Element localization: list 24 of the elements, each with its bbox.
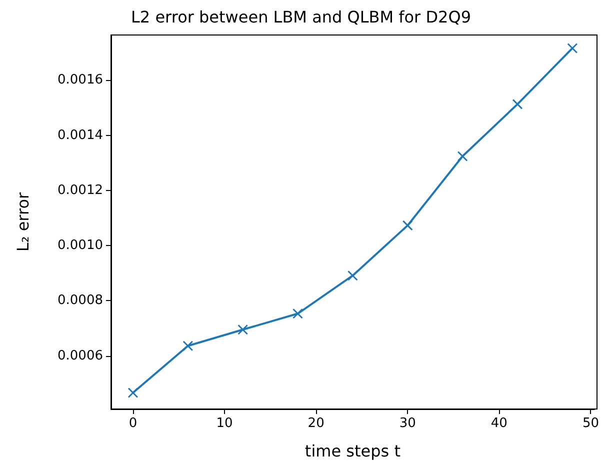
- x-tick-label: 20: [308, 416, 324, 431]
- y-axis-title: L₂ error: [14, 192, 32, 252]
- point: [457, 151, 468, 162]
- point: [567, 42, 578, 54]
- point: [292, 308, 304, 319]
- x-tick-label: 0: [128, 416, 138, 431]
- point: [347, 270, 358, 281]
- x-tick-label: 40: [490, 416, 508, 431]
- y-tick-label: 0.0014: [58, 128, 103, 143]
- point: [402, 220, 413, 231]
- point: [512, 98, 523, 110]
- y-tick-label: 0.0010: [58, 238, 103, 254]
- y-tick-label: 0.0016: [58, 72, 103, 88]
- y-tick-label: 0.0012: [58, 182, 103, 198]
- x-tick-label: 50: [582, 416, 599, 431]
- point: [238, 324, 248, 335]
- chart-title: L2 error between LBM and QLBM for D2Q9: [131, 8, 471, 26]
- point: [128, 387, 138, 398]
- x-axis-title: time steps t: [304, 442, 400, 460]
- y-tick-label: 0.0006: [58, 348, 103, 364]
- x-tick-label: 30: [399, 416, 416, 431]
- y-tick-label: 0.0008: [58, 293, 103, 308]
- point: [182, 340, 194, 352]
- x-tick-label: 10: [216, 416, 233, 431]
